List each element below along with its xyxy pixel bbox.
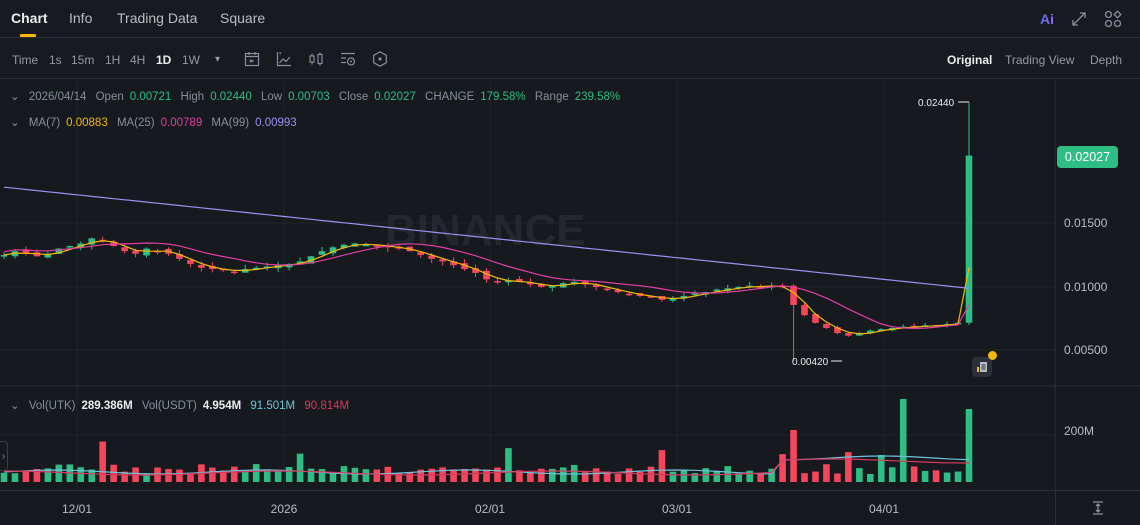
timeframe-15m[interactable]: 15m <box>71 53 95 67</box>
tab-square[interactable]: Square <box>220 10 266 26</box>
open-value: 0.00721 <box>129 91 172 103</box>
ai-icon: Ai <box>1040 11 1054 27</box>
range-label: Range <box>534 91 569 103</box>
ma99-label: MA(99) <box>211 117 250 129</box>
ma7-label: MA(7) <box>28 117 61 129</box>
change-value: 179.58% <box>480 91 526 103</box>
time-tick: 04/01 <box>868 502 900 516</box>
ma99-value: 0.00993 <box>255 117 297 129</box>
ohlc-date: 2026/04/14 <box>28 91 87 103</box>
timeframe-1h[interactable]: 1H <box>105 53 121 67</box>
vol-base-value: 289.386M <box>81 400 133 412</box>
ai-button[interactable]: Ai <box>1037 9 1057 29</box>
date-range-icon[interactable] <box>243 50 261 68</box>
time-tick: 02/01 <box>474 502 506 516</box>
notes-icon <box>977 362 987 372</box>
close-label: Close <box>338 91 369 103</box>
layout-grid-icon <box>1104 10 1122 28</box>
timeframe-4h[interactable]: 4H <box>130 53 146 67</box>
tab-trading-data[interactable]: Trading Data <box>117 10 198 26</box>
timeframe-1w[interactable]: 1W <box>182 53 200 67</box>
time-tick: 2026 <box>270 502 298 516</box>
collapse-chevron-icon[interactable]: ⌄ <box>10 91 20 103</box>
chart-toolbar: Time 1s 15m 1H 4H 1D 1W ▾ Original Tradi… <box>0 39 1140 79</box>
time-tick: 12/01 <box>61 502 93 516</box>
change-label: CHANGE <box>425 91 475 103</box>
notification-dot <box>988 351 997 360</box>
collapse-chevron-icon[interactable]: ⌄ <box>10 117 20 129</box>
price-tick: 0.01000 <box>1064 280 1108 294</box>
expand-panel-handle[interactable]: › <box>0 441 8 471</box>
top-tab-bar: Chart Info Trading Data Square Ai <box>0 0 1140 38</box>
open-label: Open <box>95 91 124 103</box>
volume-legend: ⌄ Vol(UTK) 289.386M Vol(USDT) 4.954M 91.50… <box>10 398 355 412</box>
high-marker: 0.02440 <box>918 98 955 109</box>
axis-divider <box>1055 491 1056 525</box>
current-price-tag: 0.02027 <box>1057 146 1118 168</box>
close-value: 0.02027 <box>374 91 416 103</box>
collapse-chevron-icon[interactable]: ⌄ <box>10 400 20 412</box>
price-tick: 0.01500 <box>1064 216 1108 230</box>
timeframe-1d[interactable]: 1D <box>156 53 172 67</box>
active-tab-indicator <box>20 34 36 37</box>
ma7-value: 0.00883 <box>66 117 108 129</box>
time-axis: 12/01 2026 02/01 03/01 04/01 <box>0 490 1140 525</box>
chart-area[interactable]: BINANCE 0.02440 0.00420 ⌄ 2026/04/14 Ope… <box>0 80 1140 490</box>
auto-scale-icon[interactable] <box>1090 500 1106 516</box>
vol-ma-b-value: 90.814M <box>304 400 350 412</box>
ma25-value: 0.00789 <box>160 117 203 129</box>
notes-button[interactable] <box>972 357 992 377</box>
low-value: 0.00703 <box>288 91 330 103</box>
low-marker: 0.00420 <box>792 357 829 368</box>
ma25-label: MA(25) <box>116 117 155 129</box>
vol-quote-value: 4.954M <box>202 400 242 412</box>
high-value: 0.02440 <box>210 91 252 103</box>
vol-ma-a-value: 91.501M <box>250 400 296 412</box>
view-trading-view[interactable]: Trading View <box>1005 53 1075 67</box>
fullscreen-icon <box>1072 12 1086 26</box>
view-depth[interactable]: Depth <box>1090 53 1123 67</box>
layout-button[interactable] <box>1103 9 1123 29</box>
candlestick-chart[interactable]: BINANCE 0.02440 0.00420 <box>0 80 1140 490</box>
timeframe-time[interactable]: Time <box>12 53 39 67</box>
vol-quote-label: Vol(USDT) <box>141 400 197 412</box>
time-tick: 03/01 <box>661 502 693 516</box>
fullscreen-button[interactable] <box>1069 9 1089 29</box>
view-original[interactable]: Original <box>947 53 993 67</box>
ohlc-legend: ⌄ 2026/04/14 Open 0.00721 High 0.02440 Low… <box>10 89 626 103</box>
high-label: High <box>180 91 205 103</box>
chart-settings-icon[interactable] <box>339 50 357 68</box>
volume-tick: 200M <box>1064 424 1095 438</box>
candle-type-icon[interactable] <box>307 50 325 68</box>
vol-base-label: Vol(UTK) <box>28 400 76 412</box>
ma-legend: ⌄ MA(7) 0.00883 MA(25) 0.00789 MA(99) 0.009… <box>10 115 303 129</box>
indicator-icon[interactable] <box>275 50 293 68</box>
timeframe-more-dropdown[interactable]: ▾ <box>215 54 221 65</box>
timeframe-1s[interactable]: 1s <box>49 53 62 67</box>
price-tick: 0.00500 <box>1064 343 1108 357</box>
tab-chart[interactable]: Chart <box>11 10 48 26</box>
tab-info[interactable]: Info <box>69 10 93 26</box>
range-value: 239.58% <box>574 91 621 103</box>
hexagon-settings-icon[interactable] <box>371 50 389 68</box>
low-label: Low <box>260 91 283 103</box>
